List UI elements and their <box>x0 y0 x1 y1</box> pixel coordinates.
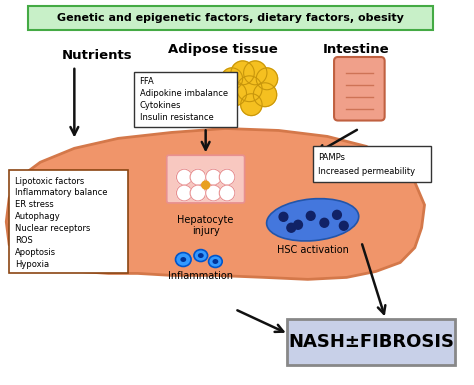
Text: Hepatocyte
injury: Hepatocyte injury <box>177 215 234 236</box>
Circle shape <box>190 169 206 185</box>
Circle shape <box>253 83 277 107</box>
Ellipse shape <box>266 199 359 241</box>
Circle shape <box>190 185 206 201</box>
Text: Inflammation: Inflammation <box>168 271 233 281</box>
Text: PAMPs: PAMPs <box>319 153 346 162</box>
FancyBboxPatch shape <box>287 319 455 365</box>
Circle shape <box>241 94 262 115</box>
Circle shape <box>206 185 221 201</box>
Text: Intestine: Intestine <box>323 43 390 55</box>
Circle shape <box>219 169 235 185</box>
Circle shape <box>244 61 267 85</box>
Text: Genetic and epigenetic factors, dietary factors, obesity: Genetic and epigenetic factors, dietary … <box>56 13 403 23</box>
Circle shape <box>221 68 243 90</box>
Text: Hypoxia: Hypoxia <box>15 260 49 269</box>
Text: ER stress: ER stress <box>15 201 54 209</box>
Circle shape <box>333 210 341 219</box>
Text: Lipotoxic factors: Lipotoxic factors <box>15 177 84 186</box>
Ellipse shape <box>198 253 204 258</box>
Circle shape <box>306 211 315 220</box>
Circle shape <box>320 218 328 227</box>
Text: Adipokine imbalance: Adipokine imbalance <box>139 89 228 98</box>
Circle shape <box>231 61 254 85</box>
Circle shape <box>219 185 235 201</box>
Ellipse shape <box>212 259 219 264</box>
FancyBboxPatch shape <box>134 72 237 127</box>
Text: Adipose tissue: Adipose tissue <box>168 43 278 55</box>
Text: NASH±FIBROSIS: NASH±FIBROSIS <box>288 333 454 351</box>
Circle shape <box>176 169 192 185</box>
Ellipse shape <box>175 253 191 266</box>
FancyBboxPatch shape <box>313 146 431 182</box>
Text: Nutrients: Nutrients <box>62 50 132 62</box>
Text: ROS: ROS <box>15 236 33 245</box>
Ellipse shape <box>194 249 208 261</box>
Text: Autophagy: Autophagy <box>15 212 61 221</box>
Circle shape <box>176 185 192 201</box>
Circle shape <box>279 213 288 221</box>
FancyBboxPatch shape <box>27 7 433 30</box>
Text: Insulin resistance: Insulin resistance <box>139 113 213 122</box>
Circle shape <box>206 169 221 185</box>
FancyBboxPatch shape <box>167 155 245 203</box>
Text: Increased permeability: Increased permeability <box>319 167 416 176</box>
Text: Cytokines: Cytokines <box>139 101 181 110</box>
Text: HSC activation: HSC activation <box>277 244 348 254</box>
Circle shape <box>237 76 262 102</box>
Text: Inflammatory balance: Inflammatory balance <box>15 189 108 198</box>
Text: FFA: FFA <box>139 77 154 86</box>
Circle shape <box>339 221 348 230</box>
Polygon shape <box>6 129 425 280</box>
Ellipse shape <box>181 257 186 262</box>
Circle shape <box>287 223 296 232</box>
Circle shape <box>294 220 302 229</box>
Text: Nuclear receptors: Nuclear receptors <box>15 224 91 233</box>
FancyBboxPatch shape <box>334 57 384 121</box>
Text: Apoptosis: Apoptosis <box>15 248 56 257</box>
Circle shape <box>256 68 278 90</box>
Circle shape <box>202 181 210 189</box>
Ellipse shape <box>209 256 222 268</box>
FancyBboxPatch shape <box>9 170 128 273</box>
Circle shape <box>223 82 246 105</box>
